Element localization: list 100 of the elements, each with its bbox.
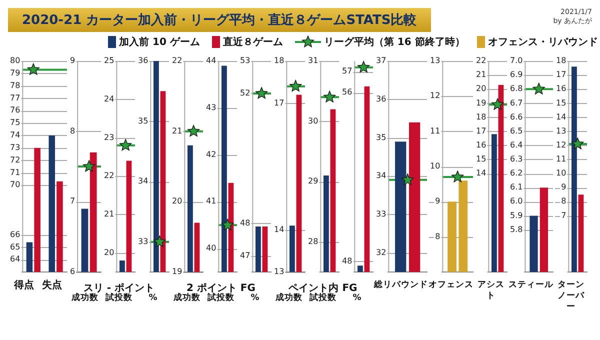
x-tick-label: ターンノーバー	[556, 280, 586, 313]
y-tick-label: 20	[104, 248, 114, 257]
y-tick-label: 21	[172, 126, 182, 136]
y-tick-label: 18	[274, 56, 284, 66]
y-tick-label: 34	[138, 176, 148, 186]
y-tick-label: 33	[376, 210, 386, 219]
y-tick-label: 15	[556, 98, 566, 108]
y-tick-label: 17	[274, 98, 284, 108]
y-tick-label: 7.0	[510, 56, 523, 66]
y-tick-label: 13	[430, 56, 440, 66]
legend-label: 直近８ゲーム	[222, 36, 283, 49]
y-tick-label: 9	[70, 56, 76, 66]
y-tick-label: 56	[342, 88, 352, 97]
y-tick-label: 6.2	[510, 168, 523, 178]
y-tick-label: 12	[556, 140, 566, 150]
y-tick-label: 40	[206, 244, 216, 253]
y-tick-label: 17	[476, 126, 486, 136]
x-tick-label: 失点	[42, 280, 62, 291]
y-tick-label: 16	[476, 140, 486, 150]
y-tick-label: 7	[561, 210, 566, 220]
y-tick-label: 64	[10, 254, 20, 264]
y-tick-label: 21	[476, 70, 486, 80]
y-tick-label: 36	[376, 94, 386, 104]
y-tick-label: 71	[10, 168, 20, 177]
x-axis-title: スリ - ポイント	[83, 283, 155, 294]
y-tick-label: 6.0	[510, 196, 523, 206]
x-tick-label: オフェンス	[428, 280, 474, 291]
y-tick-label: 9	[435, 196, 440, 206]
y-tick-label: 17	[556, 70, 566, 80]
y-tick-label: 11	[556, 154, 566, 164]
y-tick-label: 32	[376, 248, 386, 257]
y-tick-label: 22	[104, 171, 114, 180]
y-tick-label: 30	[308, 116, 318, 126]
y-tick-label: 78	[10, 80, 20, 90]
y-tick-label: 29	[308, 176, 318, 186]
y-tick-label: 44	[206, 56, 216, 66]
x-tick-label: 得点	[14, 280, 34, 291]
y-tick-label: 33	[138, 236, 148, 246]
x-tick-label: スティール	[508, 280, 554, 291]
y-tick-label: 37	[376, 56, 386, 66]
x-tick-label: %	[352, 293, 362, 304]
y-tick-label: 75	[10, 118, 20, 128]
y-tick-label: 6.6	[510, 112, 523, 122]
x-axis-title: ペイント内 FG	[288, 283, 358, 294]
y-tick-label: 6	[70, 267, 76, 276]
y-tick-label: 52	[240, 88, 250, 98]
y-tick-label: 6.5	[510, 126, 523, 136]
y-tick-label: 80	[10, 56, 20, 66]
y-tick-label: 8	[561, 196, 566, 206]
y-tick-label: 35	[138, 116, 148, 126]
y-tick-label: 18	[556, 56, 566, 66]
y-tick-label: 43	[206, 102, 216, 112]
y-tick-label: 22	[476, 56, 486, 66]
y-tick-label: 11	[430, 126, 440, 136]
x-tick-label: %	[250, 293, 260, 304]
y-tick-label: 13	[556, 126, 566, 136]
y-tick-label: 18	[476, 112, 486, 122]
legend-label: オフェンス・リバウンド	[488, 36, 598, 49]
y-tick-label: 13	[274, 267, 284, 276]
y-tick-label: 66	[10, 230, 20, 239]
y-tick-label: 10	[430, 162, 440, 171]
y-tick-label: 34	[376, 171, 386, 180]
x-tick-label: 試投数	[106, 293, 132, 304]
y-tick-label: 72	[10, 155, 20, 164]
x-tick-label: 総リバウンド	[374, 280, 428, 291]
legend-label: リーグ平均（第 16 節終了時）	[324, 36, 465, 49]
y-tick-label: 57	[342, 66, 352, 76]
x-tick-label: 成功数	[174, 293, 200, 304]
y-tick-label: 14	[556, 112, 566, 122]
y-tick-label: 22	[172, 56, 182, 66]
x-tick-label: アシスト	[476, 280, 506, 302]
y-tick-label: 35	[376, 132, 386, 142]
x-tick-label: 成功数	[72, 293, 98, 304]
y-tick-label: 36	[138, 56, 148, 66]
y-tick-label: 65	[10, 242, 20, 252]
y-tick-label: 25	[104, 56, 114, 66]
y-tick-label: 14	[476, 168, 486, 178]
y-tick-label: 6.4	[510, 140, 523, 150]
y-tick-label: 16	[556, 84, 566, 94]
y-tick-label: 74	[10, 130, 20, 140]
text: 2020-21 カーター加入前・リーグ平均・直近８ゲームSTATS比較	[8, 8, 431, 32]
y-tick-label: 20	[172, 196, 182, 206]
y-tick-label: 76	[10, 106, 20, 115]
y-tick-label: 6.9	[510, 70, 523, 80]
y-tick-label: 5.8	[510, 224, 523, 234]
y-tick-label: 48	[342, 256, 352, 266]
y-tick-label: 79	[10, 68, 20, 78]
y-tick-label: 12	[430, 91, 440, 100]
y-tick-label: 15	[476, 154, 486, 164]
y-tick-label: 19	[476, 98, 486, 108]
y-tick-label: 42	[206, 150, 216, 159]
y-tick-label: 8	[435, 232, 440, 241]
y-tick-label: 70	[10, 180, 20, 190]
y-tick-label: 23	[104, 132, 114, 142]
x-tick-label: 成功数	[276, 293, 302, 304]
y-tick-label: 31	[308, 56, 318, 66]
legend-label: 加入前 10 ゲーム	[119, 36, 200, 49]
y-tick-label: 20	[476, 84, 486, 94]
y-tick-label: 19	[172, 267, 182, 276]
y-tick-label: 6.3	[510, 154, 523, 164]
